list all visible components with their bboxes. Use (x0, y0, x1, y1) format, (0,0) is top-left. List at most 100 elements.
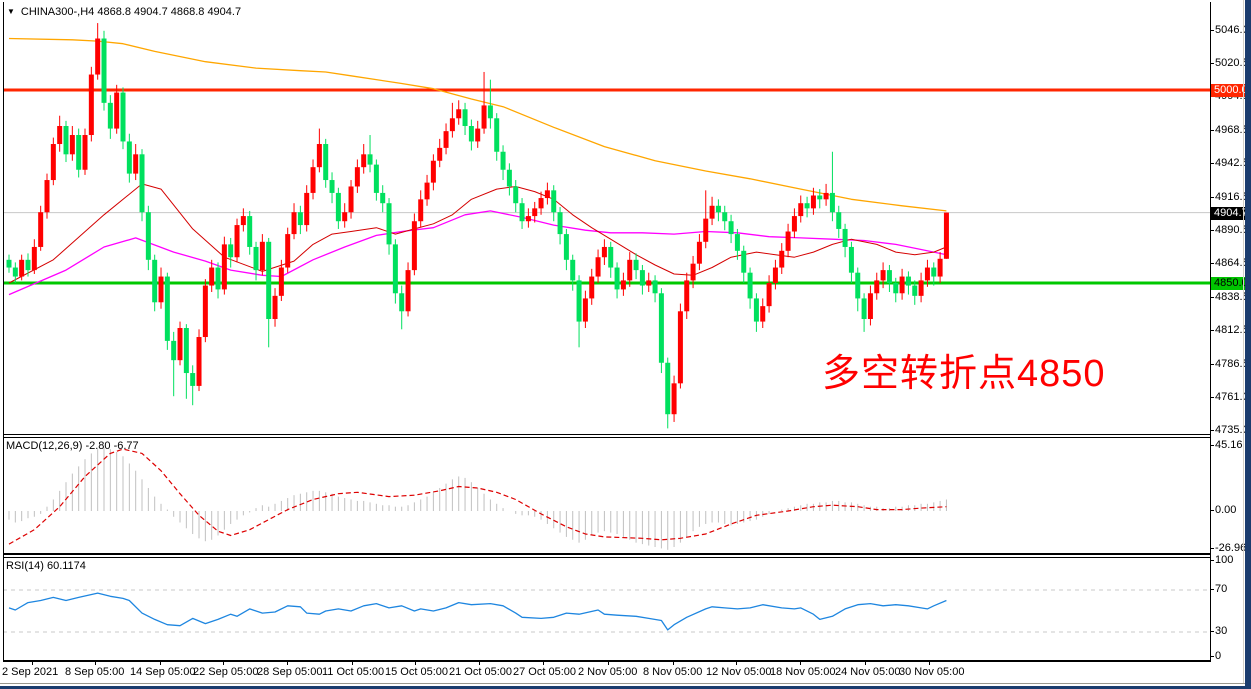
candle-body (424, 182, 430, 200)
candle-body (867, 293, 873, 320)
chart-annotation-text[interactable]: 多空转折点4850 (822, 353, 1106, 395)
macd-label: MACD(12,26,9) -2.80 -6.77 (6, 440, 139, 452)
price-axis-label: 4812.5 (1211, 324, 1249, 336)
candle-body (563, 234, 569, 260)
candle-body (253, 246, 259, 271)
panel-splitter-rsi[interactable] (3, 557, 1211, 558)
indicator-axis-label: 0.00 (1211, 504, 1236, 516)
candle-body (221, 244, 227, 290)
candle-body (703, 218, 709, 242)
price-axis-label: 4761.0 (1211, 391, 1249, 403)
candle-body (209, 267, 215, 286)
candle-body (405, 270, 411, 312)
date-axis-label: 8 Sep 05:00 (65, 666, 125, 678)
price-axis[interactable]: 5046.05020.54994.54968.54942.54916.54890… (1211, 0, 1249, 689)
candle-body (443, 131, 449, 148)
macd-panel[interactable] (3, 437, 1210, 554)
candle-body (367, 154, 373, 165)
date-tick (32, 661, 33, 665)
window-edge-bottom (0, 686, 1251, 689)
chart-dropdown-icon[interactable]: ▼ (7, 7, 15, 16)
candle-body (88, 74, 94, 136)
candle-body (487, 105, 493, 119)
candle-body (785, 231, 791, 251)
panel-splitter-macd[interactable] (3, 437, 1211, 438)
candle-body (291, 212, 297, 235)
candle-body (120, 92, 126, 142)
price-axis-label: 5046.0 (1211, 24, 1249, 36)
candle-body (570, 259, 576, 281)
candle-body (652, 280, 658, 294)
candle-body (779, 250, 785, 268)
price-axis-label: 4968.5 (1211, 124, 1249, 136)
price-axis-label: 5020.5 (1211, 57, 1249, 69)
candle-body (101, 38, 107, 103)
candle-body (791, 216, 797, 232)
candle-body (848, 246, 854, 273)
candle-body (304, 192, 310, 226)
candle-body (798, 203, 804, 217)
candle-body (107, 102, 113, 129)
candle-body (145, 212, 151, 260)
date-axis-label: 21 Oct 05:00 (449, 666, 512, 678)
candle-body (177, 328, 183, 361)
candle-body (354, 167, 360, 187)
candle-body (741, 250, 747, 273)
candle-body (44, 180, 50, 213)
candle-body (468, 126, 474, 142)
candle-body (335, 192, 341, 222)
candle-body (836, 212, 842, 229)
candle-body (348, 186, 354, 213)
candle-body (506, 169, 512, 187)
candle-body (139, 154, 145, 213)
candle-body (6, 259, 12, 268)
candle-body (190, 373, 196, 386)
candle-body (342, 212, 348, 222)
candle-body (620, 280, 626, 290)
candle-body (95, 38, 101, 75)
date-axis-label: 14 Sep 05:00 (130, 666, 196, 678)
rsi-panel[interactable] (3, 557, 1210, 661)
candle-body (893, 282, 899, 294)
date-tick (160, 661, 161, 665)
candle-body (462, 109, 468, 127)
date-tick (287, 661, 288, 665)
candle-body (899, 276, 905, 294)
candle-body (589, 276, 595, 299)
candle-body (595, 257, 601, 277)
main-price-chart[interactable] (3, 2, 1210, 434)
indicator-axis-label: 100 (1211, 554, 1233, 566)
date-axis[interactable]: 2 Sep 2021 8 Sep 05:00 14 Sep 05:00 22 Sep … (0, 661, 1211, 683)
candle-body (551, 190, 557, 213)
candle-body (76, 135, 82, 170)
rsi-label: RSI(14) 60.1174 (6, 560, 86, 572)
candle-body (266, 241, 272, 320)
candle-body (38, 212, 44, 247)
date-tick (736, 661, 737, 665)
date-axis-label: 30 Nov 05:00 (899, 666, 965, 678)
candle-body (684, 280, 690, 312)
candle-body (886, 270, 892, 283)
candle-body (734, 234, 740, 251)
date-axis-label: 11 Oct 05:00 (322, 666, 385, 678)
candle-body (601, 246, 607, 258)
candle-body (931, 267, 937, 277)
candle-body (525, 216, 531, 222)
chart-title-row: ▼ CHINA300-,H4 4868.8 4904.7 4868.8 4904.… (7, 6, 241, 20)
candle-body (842, 228, 848, 247)
indicator-axis-label: -26.96 (1211, 542, 1246, 554)
candle-body (183, 328, 189, 374)
date-axis-label: 15 Oct 05:00 (385, 666, 448, 678)
ma-mid-magenta (8, 210, 947, 296)
candle-body (481, 105, 487, 129)
candle-body (494, 118, 500, 152)
date-tick (543, 661, 544, 665)
candle-body (272, 295, 278, 320)
date-axis-label: 22 Sep 05:00 (193, 666, 259, 678)
candle-body (532, 208, 538, 217)
date-tick (479, 661, 480, 665)
macd-signal-line (8, 448, 947, 545)
date-tick (673, 661, 674, 665)
candle-body (639, 270, 645, 286)
candle-body (943, 212, 949, 259)
